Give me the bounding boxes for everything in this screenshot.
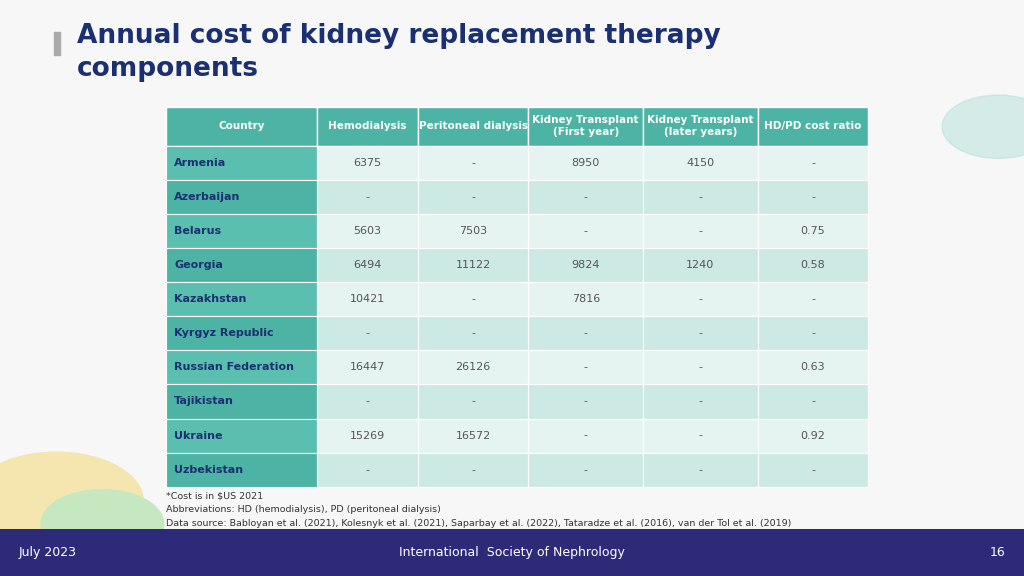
Text: 7816: 7816 xyxy=(571,294,600,304)
Text: 0.63: 0.63 xyxy=(801,362,825,372)
Text: -: - xyxy=(366,192,370,202)
Text: -: - xyxy=(698,294,702,304)
Text: Peritoneal dialysis: Peritoneal dialysis xyxy=(419,121,527,131)
Text: -: - xyxy=(584,362,588,372)
Text: Kidney Transplant
(later years): Kidney Transplant (later years) xyxy=(647,115,754,137)
Text: 26126: 26126 xyxy=(456,362,490,372)
Text: -: - xyxy=(584,192,588,202)
Text: 0.92: 0.92 xyxy=(801,431,825,441)
Text: HD/PD cost ratio: HD/PD cost ratio xyxy=(764,121,862,131)
Text: -: - xyxy=(471,158,475,168)
Text: 1240: 1240 xyxy=(686,260,715,270)
Text: 0.58: 0.58 xyxy=(801,260,825,270)
Text: -: - xyxy=(811,192,815,202)
Text: -: - xyxy=(584,226,588,236)
Text: -: - xyxy=(698,328,702,338)
Text: 16572: 16572 xyxy=(456,431,490,441)
Text: -: - xyxy=(811,328,815,338)
Text: -: - xyxy=(698,465,702,475)
Text: -: - xyxy=(584,328,588,338)
Text: -: - xyxy=(811,465,815,475)
Text: Uzbekistan: Uzbekistan xyxy=(174,465,244,475)
Text: Russian Federation: Russian Federation xyxy=(174,362,294,372)
Text: -: - xyxy=(698,226,702,236)
Text: -: - xyxy=(471,192,475,202)
Text: -: - xyxy=(471,328,475,338)
Text: July 2023: July 2023 xyxy=(18,546,77,559)
Text: -: - xyxy=(698,431,702,441)
Text: -: - xyxy=(471,465,475,475)
Text: *Cost is in $US 2021: *Cost is in $US 2021 xyxy=(166,491,263,501)
Text: Kyrgyz Republic: Kyrgyz Republic xyxy=(174,328,273,338)
FancyArrow shape xyxy=(54,32,60,55)
Text: ' – ' : data not reported/unavailable: ' – ' : data not reported/unavailable xyxy=(166,533,333,542)
Text: Data source: Babloyan et al. (2021), Kolesnyk et al. (2021), Saparbay et al. (20: Data source: Babloyan et al. (2021), Kol… xyxy=(166,519,792,528)
Text: -: - xyxy=(471,294,475,304)
Text: -: - xyxy=(698,192,702,202)
Text: Georgia: Georgia xyxy=(174,260,223,270)
Text: 6494: 6494 xyxy=(353,260,382,270)
Text: -: - xyxy=(698,396,702,407)
Text: Belarus: Belarus xyxy=(174,226,221,236)
Text: International  Society of Nephrology: International Society of Nephrology xyxy=(399,546,625,559)
Text: -: - xyxy=(811,396,815,407)
Text: 5603: 5603 xyxy=(353,226,382,236)
Text: Annual cost of kidney replacement therapy
components: Annual cost of kidney replacement therap… xyxy=(77,23,721,82)
Text: Abbreviations: HD (hemodialysis), PD (peritoneal dialysis): Abbreviations: HD (hemodialysis), PD (pe… xyxy=(166,505,440,514)
Text: 8950: 8950 xyxy=(571,158,600,168)
Text: Armenia: Armenia xyxy=(174,158,226,168)
Circle shape xyxy=(0,452,143,550)
Text: Kazakhstan: Kazakhstan xyxy=(174,294,247,304)
Text: -: - xyxy=(471,396,475,407)
Text: -: - xyxy=(811,294,815,304)
Text: -: - xyxy=(584,465,588,475)
Text: -: - xyxy=(366,396,370,407)
Text: 7503: 7503 xyxy=(459,226,487,236)
Text: 15269: 15269 xyxy=(350,431,385,441)
Text: 4150: 4150 xyxy=(686,158,715,168)
Text: 16447: 16447 xyxy=(350,362,385,372)
Text: Country: Country xyxy=(218,121,265,131)
Text: Kidney Transplant
(First year): Kidney Transplant (First year) xyxy=(532,115,639,137)
Text: Azerbaijan: Azerbaijan xyxy=(174,192,241,202)
Text: -: - xyxy=(366,328,370,338)
Text: Tajikistan: Tajikistan xyxy=(174,396,233,407)
Circle shape xyxy=(942,95,1024,158)
Text: -: - xyxy=(811,158,815,168)
Text: 0.75: 0.75 xyxy=(801,226,825,236)
Text: -: - xyxy=(698,362,702,372)
Text: Hemodialysis: Hemodialysis xyxy=(329,121,407,131)
Text: -: - xyxy=(584,431,588,441)
Text: 16: 16 xyxy=(990,546,1006,559)
Text: -: - xyxy=(584,396,588,407)
Circle shape xyxy=(41,490,164,559)
Text: 11122: 11122 xyxy=(456,260,490,270)
Text: 9824: 9824 xyxy=(571,260,600,270)
Text: 10421: 10421 xyxy=(350,294,385,304)
Text: 6375: 6375 xyxy=(353,158,382,168)
Text: -: - xyxy=(366,465,370,475)
Text: Ukraine: Ukraine xyxy=(174,431,222,441)
